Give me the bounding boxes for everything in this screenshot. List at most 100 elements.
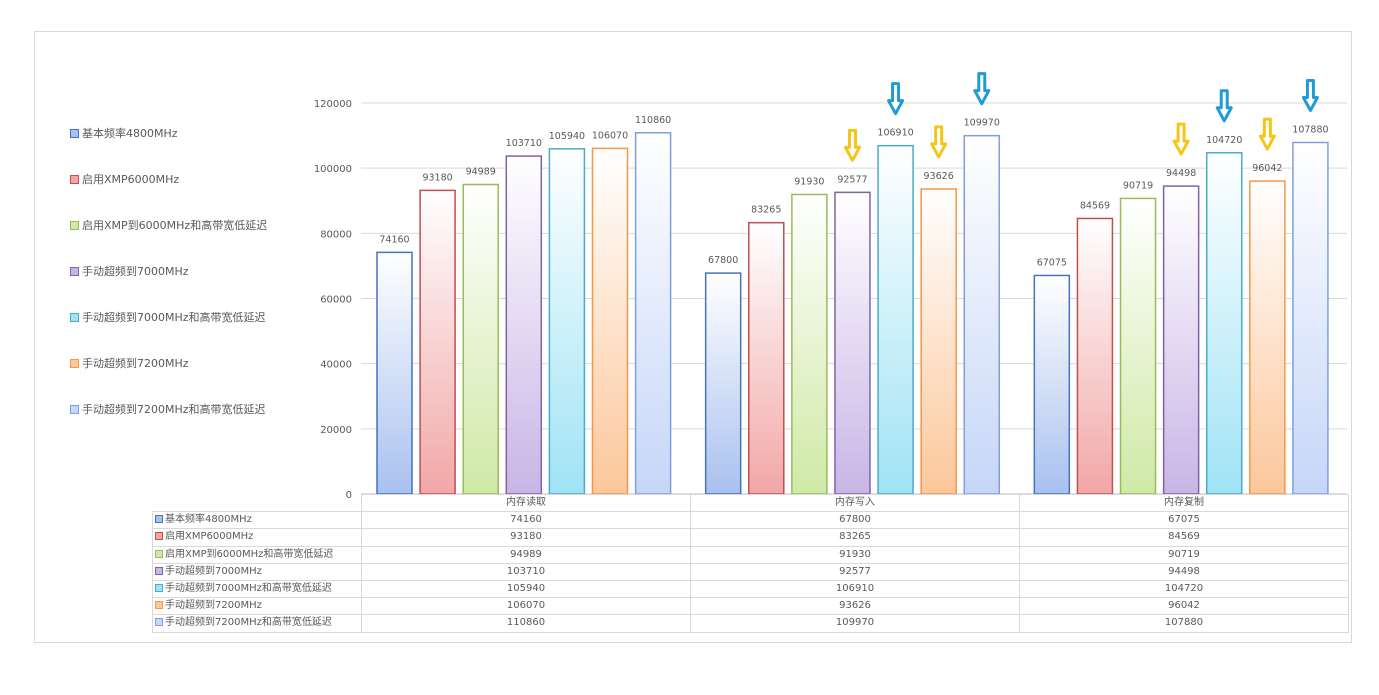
table-cell: 67075 — [1019, 511, 1349, 530]
arrow-down-icon — [973, 72, 991, 106]
legend-swatch — [70, 220, 79, 230]
legend-label: 启用XMP到6000MHz和高带宽低延迟 — [82, 219, 268, 232]
table-cell: 94498 — [1019, 562, 1349, 581]
arrow-down-icon — [1258, 117, 1276, 151]
y-tick-label: 20000 — [320, 425, 352, 436]
data-label: 67800 — [708, 255, 738, 266]
data-labels: 74160 93180 94989 103710 105940 106070 110860 6… — [379, 115, 1328, 269]
bar — [1119, 197, 1157, 495]
table-row-label-text: 启用XMP到6000MHz和高带宽低延迟 — [165, 548, 334, 560]
bar — [704, 272, 742, 495]
data-label: 93180 — [422, 172, 452, 183]
table-cell: 107880 — [1019, 614, 1349, 633]
y-tick-label: 40000 — [320, 360, 352, 371]
table-swatch — [155, 566, 163, 575]
legend-label: 手动超频到7000MHz — [82, 265, 189, 278]
table-row: 基本频率4800MHz 74160 67800 67075 — [152, 511, 1349, 530]
data-label: 83265 — [751, 205, 781, 216]
table-cell: 109970 — [690, 614, 1020, 633]
table-row-label: 手动超频到7000MHz — [152, 562, 362, 581]
data-label: 103710 — [506, 138, 542, 149]
arrow-down-icon — [1172, 122, 1190, 156]
table-cell: 91930 — [690, 545, 1020, 564]
table-row-label-text: 手动超频到7200MHz — [165, 600, 262, 612]
data-label: 109970 — [964, 118, 1000, 129]
table-cell: 110860 — [361, 614, 691, 633]
data-label: 106910 — [877, 128, 913, 139]
table-cell: 96042 — [1019, 597, 1349, 616]
table-cell: 90719 — [1019, 545, 1349, 564]
table-swatch — [155, 584, 163, 593]
bar — [462, 183, 499, 495]
legend-item: 启用XMP6000MHz — [70, 171, 179, 187]
table-cell: 104720 — [1019, 579, 1349, 599]
legend-swatch — [70, 312, 79, 322]
data-table: 内存读取 内存写入 内存复制 基本频率4800MHz 74160 67800 67075 启用… — [152, 493, 1349, 633]
legend-item: 手动超频到7000MHz — [70, 263, 189, 279]
table-cell: 106070 — [361, 597, 691, 616]
bar — [1249, 180, 1286, 495]
table-swatch — [155, 618, 163, 627]
table-header-row: 内存读取 内存写入 内存复制 — [152, 493, 1349, 513]
table-swatch — [155, 549, 163, 558]
table-row: 手动超频到7000MHz 103710 92577 94498 — [152, 562, 1349, 581]
bar — [1205, 152, 1243, 495]
legend-label: 手动超频到7000MHz和高带宽低延迟 — [82, 311, 266, 324]
y-tick-label: 120000 — [314, 99, 352, 110]
bar — [634, 132, 672, 495]
bar — [591, 147, 629, 495]
table-row-label-text: 基本频率4800MHz — [165, 514, 252, 526]
bar — [791, 193, 828, 495]
bar — [1033, 274, 1071, 495]
bar — [834, 191, 871, 495]
data-label: 96042 — [1252, 163, 1282, 174]
table-cell: 94989 — [361, 545, 691, 564]
table-row: 启用XMP到6000MHz和高带宽低延迟 94989 91930 90719 — [152, 545, 1349, 564]
data-label: 92577 — [837, 174, 867, 185]
table-row-label: 启用XMP到6000MHz和高带宽低延迟 — [152, 545, 362, 564]
bar — [1292, 141, 1329, 495]
data-label: 67075 — [1037, 257, 1067, 268]
table-swatch — [155, 532, 163, 541]
data-label: 84569 — [1080, 200, 1110, 211]
legend-swatch — [70, 404, 79, 414]
table-row: 启用XMP6000MHz 93180 83265 84569 — [152, 528, 1349, 547]
table-cell: 103710 — [361, 562, 691, 581]
arrow-down-icon — [843, 128, 861, 162]
legend-label: 启用XMP6000MHz — [82, 173, 180, 186]
legend-item: 手动超频到7200MHz — [70, 355, 189, 371]
table-row-label: 启用XMP6000MHz — [152, 528, 362, 547]
table-cell: 92577 — [690, 562, 1020, 581]
data-label: 105940 — [549, 131, 585, 142]
table-swatch — [155, 601, 163, 610]
table-swatch — [155, 515, 163, 524]
data-label: 94989 — [466, 166, 496, 177]
y-tick-label: 80000 — [320, 229, 352, 240]
table-cell: 67800 — [690, 511, 1020, 530]
y-tick-label: 60000 — [320, 295, 352, 306]
bar — [419, 189, 456, 495]
table-cell: 83265 — [690, 528, 1020, 547]
y-tick-label: 100000 — [314, 164, 352, 175]
table-row-label-text: 启用XMP6000MHz — [165, 531, 254, 543]
table-cell: 93180 — [361, 528, 691, 547]
data-label: 93626 — [924, 171, 954, 182]
table-cell: 106910 — [690, 579, 1020, 599]
table-row-label: 手动超频到7000MHz和高带宽低延迟 — [152, 579, 362, 599]
data-label: 106070 — [592, 130, 628, 141]
table-row: 手动超频到7200MHz和高带宽低延迟 110860 109970 107880 — [152, 614, 1349, 633]
arrow-down-icon — [887, 82, 905, 116]
legend-label: 手动超频到7200MHz和高带宽低延迟 — [82, 403, 266, 416]
bar — [505, 155, 543, 495]
data-label: 94498 — [1166, 168, 1196, 179]
bar — [548, 148, 586, 495]
table-corner — [152, 494, 362, 513]
bar — [1076, 217, 1114, 495]
legend-item: 手动超频到7000MHz和高带宽低延迟 — [70, 309, 266, 325]
bar — [877, 144, 914, 495]
data-label: 110860 — [635, 115, 671, 126]
table-row: 手动超频到7000MHz和高带宽低延迟 105940 106910 104720 — [152, 579, 1349, 599]
legend-item: 手动超频到7200MHz和高带宽低延迟 — [70, 401, 266, 417]
table-cell: 74160 — [361, 511, 691, 530]
